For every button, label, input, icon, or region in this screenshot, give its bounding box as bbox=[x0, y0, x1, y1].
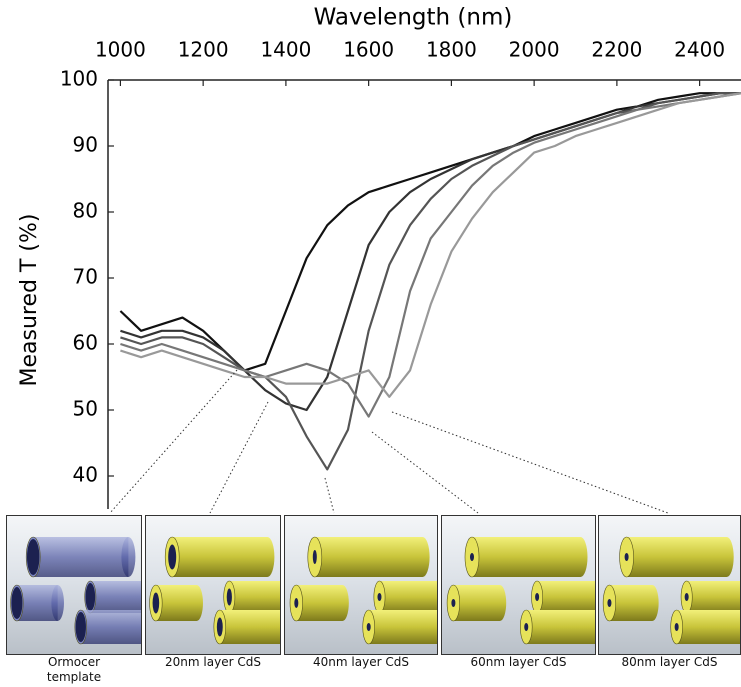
tube-body bbox=[90, 581, 141, 613]
tube-body bbox=[626, 537, 727, 577]
tube-end bbox=[190, 585, 203, 621]
tube-end bbox=[719, 537, 734, 577]
tube-hole bbox=[85, 583, 96, 611]
y-tick-label: 80 bbox=[73, 199, 98, 223]
tube-body bbox=[686, 581, 740, 613]
tube-body bbox=[296, 585, 343, 621]
tube-hole bbox=[684, 593, 689, 601]
tube-hole bbox=[11, 587, 23, 619]
tube-hole bbox=[535, 593, 540, 601]
tube-body bbox=[219, 610, 280, 644]
inset-panel bbox=[441, 515, 596, 655]
tube-body bbox=[172, 537, 268, 577]
tube-body bbox=[609, 585, 653, 621]
series-line bbox=[120, 92, 741, 418]
tubes bbox=[602, 536, 740, 645]
tube-body bbox=[229, 581, 280, 613]
panel-caption: 40nm layer CdS bbox=[313, 655, 409, 669]
tube-body bbox=[368, 610, 437, 644]
tube-body bbox=[676, 610, 740, 644]
tube-end bbox=[415, 537, 430, 577]
x-tick-label: 2000 bbox=[509, 38, 560, 62]
tube-hole bbox=[312, 550, 317, 564]
tube-body bbox=[453, 585, 500, 621]
panel-caption: 80nm layer CdS bbox=[621, 655, 718, 669]
series-line bbox=[119, 92, 741, 372]
x-axis-title: Wavelength (nm) bbox=[314, 5, 513, 31]
panel-caption: 20nm layer CdS bbox=[165, 655, 261, 669]
y-tick-label: 70 bbox=[73, 265, 98, 289]
tube-end bbox=[260, 537, 275, 577]
tube-hole bbox=[524, 623, 529, 631]
tube-body bbox=[537, 581, 595, 613]
tube-body bbox=[314, 537, 423, 577]
y-tick-label: 60 bbox=[73, 331, 98, 355]
tube-body bbox=[33, 537, 129, 577]
tube-hole bbox=[152, 592, 160, 614]
y-tick-label: 50 bbox=[73, 397, 98, 421]
tube-hole bbox=[470, 553, 474, 561]
x-tick-label: 1400 bbox=[260, 38, 311, 62]
connectors bbox=[109, 369, 669, 514]
inset-panel bbox=[284, 515, 438, 655]
x-tick-label: 1600 bbox=[343, 38, 394, 62]
tube-body bbox=[472, 537, 581, 577]
tube-hole bbox=[607, 599, 612, 607]
tube-hole bbox=[624, 553, 629, 561]
tube-hole bbox=[75, 612, 86, 642]
inset-panel bbox=[598, 515, 741, 655]
tube-body bbox=[155, 585, 197, 621]
tube-body bbox=[16, 585, 58, 621]
tube-hole bbox=[226, 588, 232, 606]
tubes bbox=[10, 536, 141, 645]
tubes bbox=[289, 536, 437, 645]
tube-end bbox=[646, 585, 659, 621]
tube-body bbox=[526, 610, 595, 644]
tube-hole bbox=[451, 599, 456, 607]
y-tick-label: 100 bbox=[60, 67, 98, 91]
y-tick-label: 90 bbox=[73, 133, 98, 157]
y-axis-title: Measured T (%) bbox=[17, 214, 42, 387]
tube-end bbox=[573, 537, 588, 577]
tube-hole bbox=[294, 598, 299, 608]
y-tick-label: 40 bbox=[73, 463, 98, 487]
tubes bbox=[149, 536, 280, 645]
tube-end bbox=[51, 585, 64, 621]
tube-hole bbox=[377, 593, 382, 601]
tube-hole bbox=[366, 623, 371, 631]
panel-caption: Ormocer template bbox=[46, 655, 102, 684]
x-tick-label: 1200 bbox=[178, 38, 229, 62]
tubes bbox=[446, 536, 595, 645]
tube-hole bbox=[168, 544, 177, 570]
inset-panel bbox=[145, 515, 281, 655]
tube-body bbox=[80, 610, 141, 644]
tube-end bbox=[336, 585, 349, 621]
x-tick-label: 1800 bbox=[426, 38, 477, 62]
x-tick-label: 2200 bbox=[591, 38, 642, 62]
tube-hole bbox=[216, 617, 223, 637]
series-line bbox=[120, 92, 741, 412]
tube-hole bbox=[27, 539, 40, 575]
x-tick-label: 2400 bbox=[674, 38, 725, 62]
series-line bbox=[120, 92, 741, 398]
x-tick-label: 1000 bbox=[95, 38, 146, 62]
tube-end bbox=[493, 585, 507, 621]
series-line bbox=[120, 92, 741, 471]
inset-panel bbox=[6, 515, 142, 655]
tube-end bbox=[121, 537, 136, 577]
tube-hole bbox=[674, 623, 679, 631]
panel-caption: 60nm layer CdS bbox=[470, 655, 567, 669]
tube-body bbox=[379, 581, 437, 613]
